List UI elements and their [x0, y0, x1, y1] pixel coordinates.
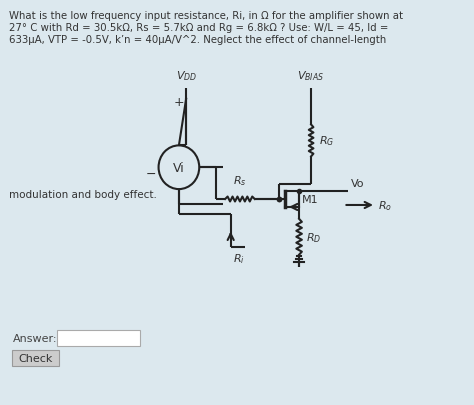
Text: modulation and body effect.: modulation and body effect. [9, 190, 157, 200]
Text: $R_D$: $R_D$ [307, 230, 322, 244]
Text: $V_{DD}$: $V_{DD}$ [176, 69, 197, 83]
Text: $V_{BIAS}$: $V_{BIAS}$ [298, 69, 325, 83]
Text: Answer:: Answer: [12, 333, 57, 343]
Text: $R_o$: $R_o$ [378, 198, 392, 212]
Text: Check: Check [18, 353, 53, 363]
Text: Vo: Vo [351, 179, 365, 189]
Text: What is the low frequency input resistance, Ri, in Ω for the amplifier shown at: What is the low frequency input resistan… [9, 11, 403, 21]
Text: $R_G$: $R_G$ [319, 134, 334, 148]
Text: −: − [146, 167, 156, 180]
Text: M1: M1 [302, 194, 319, 205]
Text: +: + [173, 96, 184, 109]
Text: 633μA, VTP = -0.5V, k’n = 40μA/V^2. Neglect the effect of channel-length: 633μA, VTP = -0.5V, k’n = 40μA/V^2. Negl… [9, 35, 386, 45]
Text: 27° C with Rd = 30.5kΩ, Rs = 5.7kΩ and Rg = 6.8kΩ ? Use: W/L = 45, Id =: 27° C with Rd = 30.5kΩ, Rs = 5.7kΩ and R… [9, 23, 388, 33]
Text: $R_s$: $R_s$ [233, 174, 247, 188]
Bar [57, 330, 140, 346]
Text: $R_i$: $R_i$ [234, 252, 246, 266]
Bar [12, 350, 59, 366]
Text: Vi: Vi [173, 161, 185, 174]
